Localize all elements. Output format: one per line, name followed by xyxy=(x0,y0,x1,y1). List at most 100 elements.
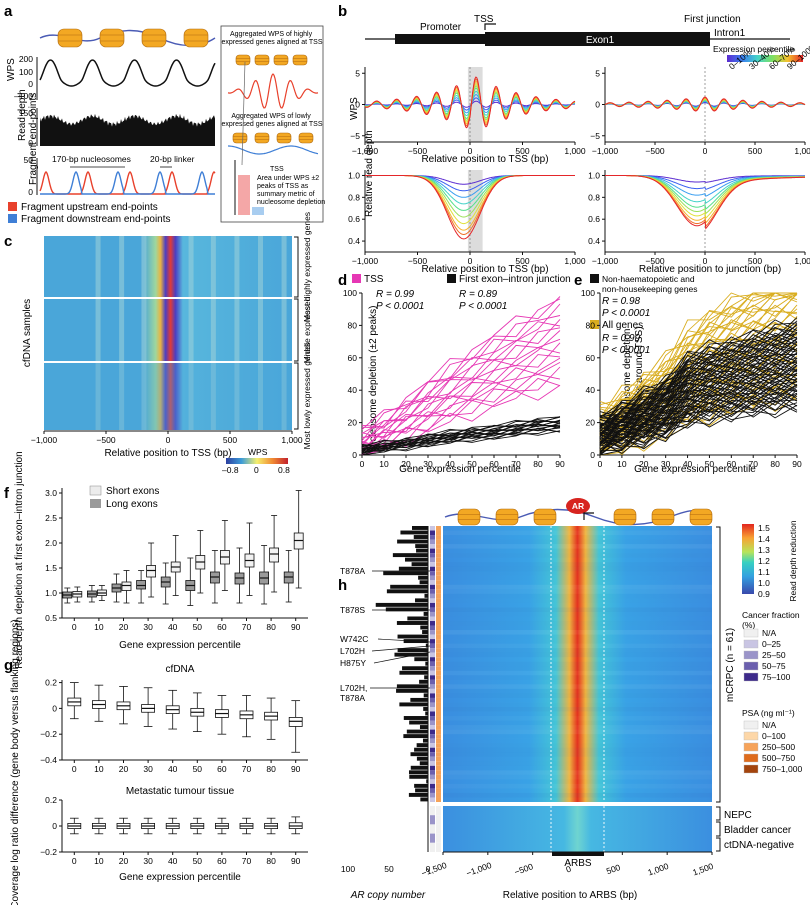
c-colorbar-title: WPS xyxy=(248,447,268,457)
panel-label-e: e xyxy=(574,272,582,289)
nucleosome-icon xyxy=(495,508,519,526)
h-psa-swatch xyxy=(743,731,759,741)
x-tick-label: 10 xyxy=(94,856,104,866)
b-y-tick-label: 0 xyxy=(355,100,360,110)
h-cancer-swatch xyxy=(743,628,759,638)
h-heatmap-row xyxy=(443,553,712,558)
b-x-tick-label: −500 xyxy=(408,256,427,266)
wps-trace xyxy=(39,59,216,87)
series-line xyxy=(599,331,798,421)
h-cancer-fraction-cell xyxy=(430,639,435,644)
h-psa-cell xyxy=(436,580,441,585)
nucleosome-icon xyxy=(689,508,713,526)
panel-f: Short exons Long exons Read depth deplet… xyxy=(14,451,308,669)
series-line xyxy=(361,416,561,447)
h-psa-item: 0–100 xyxy=(762,731,786,741)
b-x-tick-label: 500 xyxy=(748,146,762,156)
h-colorbar-tick: 1.2 xyxy=(758,556,770,566)
box-iqr xyxy=(146,565,157,578)
e-stat-all-p: P < 0.0001 xyxy=(602,345,650,356)
series-line xyxy=(599,347,798,426)
series-line xyxy=(361,420,561,450)
nucleosome-icon xyxy=(276,132,292,144)
h-cancer-fraction-cell xyxy=(430,657,435,662)
h-copy-number-bars xyxy=(375,526,428,802)
h-copy-number-bar xyxy=(408,792,428,797)
h-cancer-fraction-cell xyxy=(430,702,435,707)
h-heatmap-row xyxy=(443,784,712,789)
h-psa-cell xyxy=(436,548,441,554)
h-copy-number-bar xyxy=(397,648,428,653)
b-x-tick-label: 0 xyxy=(703,256,708,266)
h-arbs-label: ARBS xyxy=(564,858,592,869)
h-copy-number-bar xyxy=(420,797,428,802)
b-wps-ylabel: WPS xyxy=(349,97,360,120)
b-series-line xyxy=(365,175,575,240)
panel-g: cfDNA Metastatic tumour tissue Coverage … xyxy=(10,619,308,905)
wps-tick: 200 xyxy=(19,54,33,64)
x-tick-label: 50 xyxy=(705,459,715,469)
h-psa-cell xyxy=(436,598,441,603)
h-copy-number-bar xyxy=(392,553,428,558)
h-copy-tick: 0 xyxy=(426,864,431,874)
c-nucleosome-stripe xyxy=(281,236,287,430)
h-colorbar-tick: 1.4 xyxy=(758,534,770,544)
h-cancer-fraction-cell xyxy=(430,752,435,757)
inset-tss: TSS xyxy=(270,166,284,173)
h-cancer-fraction-cell xyxy=(430,562,435,567)
h-psa-cell xyxy=(436,648,441,653)
c-group-mid: Middle expressed xyxy=(302,296,312,363)
h-copy-number-bar xyxy=(414,783,428,788)
h-heatmap-row xyxy=(443,630,712,635)
ar-tss-arrow-icon xyxy=(583,512,594,520)
x-tick-label: 60 xyxy=(217,856,227,866)
h-bracket-bladder xyxy=(716,821,721,837)
inset-nucleosomes-top xyxy=(235,54,308,66)
e-legend-swatch-nonhaem xyxy=(590,274,599,283)
h-psa-swatch xyxy=(743,753,759,763)
y-tick-label: 100 xyxy=(343,288,357,298)
h-heatmap-row xyxy=(443,576,712,581)
h-mutation-label: T878A xyxy=(340,566,365,576)
y-tick-label: 0 xyxy=(52,821,57,831)
h-cancer-fraction-cell xyxy=(430,580,435,585)
h-psa-cell xyxy=(436,824,441,834)
h-psa-cell xyxy=(436,734,441,739)
tss-arrow-icon xyxy=(484,23,496,30)
h-heatmap-row xyxy=(443,779,712,784)
f-plot-area: 3.0 2.5 2.0 1.5 1.0 0.5 0 10 20 30 40 50 60 70 80 90 xyxy=(45,488,308,632)
h-psa-cell xyxy=(436,643,441,649)
h-heatmap-row xyxy=(443,770,712,775)
h-heatmap-other xyxy=(443,806,712,852)
h-heatmap-row xyxy=(443,792,712,798)
b-xlabel-right: Relative position to junction (bp) xyxy=(639,264,781,275)
b-x-tick-label: 1,000 xyxy=(794,146,810,156)
x-tick-label: 60 xyxy=(727,459,737,469)
series-line xyxy=(599,327,798,425)
h-copy-number-bar xyxy=(410,752,428,757)
series-line xyxy=(599,357,798,436)
c-bracket xyxy=(294,362,299,430)
h-psa-cell xyxy=(436,657,441,662)
h-heatmap-row xyxy=(443,721,712,726)
h-copy-number-bar xyxy=(416,756,428,761)
x-tick-label: 0 xyxy=(72,764,77,774)
h-copy-number-bar xyxy=(416,548,428,553)
h-copy-xlabel: AR copy number xyxy=(350,890,426,901)
h-copy-number-bar xyxy=(412,526,428,530)
series-line xyxy=(599,387,798,451)
h-heatmap-row xyxy=(443,639,712,644)
c-nucleosome-stripe xyxy=(141,236,147,430)
x-tick-label: 30 xyxy=(423,459,433,469)
h-heatmap-row xyxy=(443,734,712,739)
c-colorbar-tick: 0 xyxy=(254,465,259,475)
h-copy-number-bar xyxy=(386,589,428,594)
series-line xyxy=(599,352,798,437)
h-copy-number-bar xyxy=(413,535,428,539)
h-cancer-fraction-cell xyxy=(430,611,435,617)
series-line xyxy=(599,364,798,441)
b-xlabel-left: Relative position to TSS (bp) xyxy=(421,264,548,275)
h-copy-number-bar xyxy=(425,711,428,716)
x-tick-label: 60 xyxy=(217,764,227,774)
h-psa-cell xyxy=(436,675,441,680)
